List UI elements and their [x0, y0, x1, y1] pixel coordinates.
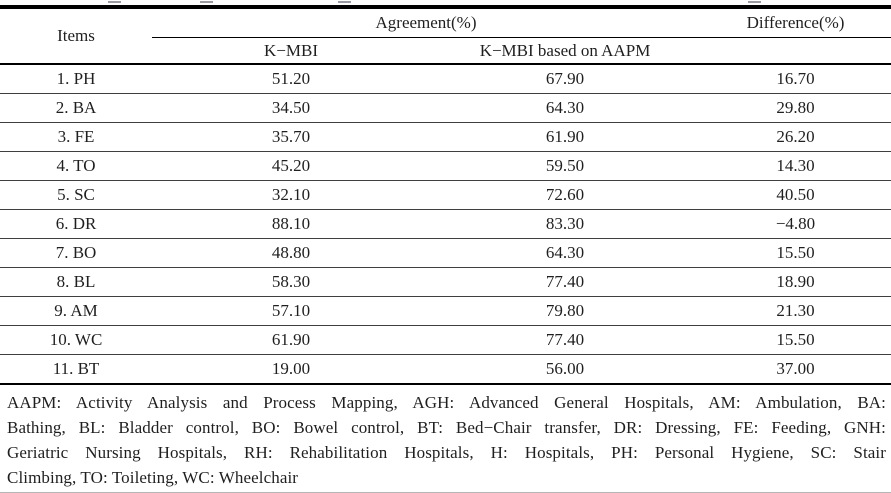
cell-item-label: 4. TO	[0, 151, 152, 181]
cell-difference: 26.20	[700, 122, 891, 152]
cell-difference: 15.50	[700, 325, 891, 355]
cell-kmbi-aapm-agreement: 59.50	[430, 151, 701, 181]
cell-kmbi-agreement: 19.00	[152, 354, 430, 385]
table-row: 9. AM 57.10 79.80 21.30	[0, 296, 891, 326]
cell-difference: 16.70	[700, 64, 891, 94]
table-row: 5. SC 32.10 72.60 40.50	[0, 180, 891, 210]
cell-kmbi-agreement: 61.90	[152, 325, 430, 355]
table-row: 11. BT 19.00 56.00 37.00	[0, 354, 891, 385]
cell-kmbi-aapm-agreement: 61.90	[430, 122, 701, 152]
table-row: 1. PH 51.20 67.90 16.70	[0, 64, 891, 94]
cell-difference: 18.90	[700, 267, 891, 297]
table-header: Items Agreement(%) Difference(%) K−MBI K…	[0, 7, 891, 65]
cell-item-label: 7. BO	[0, 238, 152, 268]
cell-kmbi-agreement: 32.10	[152, 180, 430, 210]
cell-kmbi-aapm-agreement: 56.00	[430, 354, 701, 385]
column-subheader-kmbi-aapm: K−MBI based on AAPM	[430, 37, 701, 65]
table-row: 2. BA 34.50 64.30 29.80	[0, 93, 891, 123]
table-row: 8. BL 58.30 77.40 18.90	[0, 267, 891, 297]
cell-kmbi-agreement: 35.70	[152, 122, 430, 152]
cell-kmbi-agreement: 58.30	[152, 267, 430, 297]
cell-difference: −4.80	[700, 209, 891, 239]
column-header-difference: Difference(%)	[700, 7, 891, 38]
cell-kmbi-aapm-agreement: 77.40	[430, 325, 701, 355]
footnote-line: Geriatric Nursing Hospitals, RH: Rehabil…	[7, 443, 886, 462]
cell-kmbi-aapm-agreement: 67.90	[430, 64, 701, 94]
clipped-fragment	[200, 1, 213, 3]
cell-kmbi-aapm-agreement: 83.30	[430, 209, 701, 239]
cell-kmbi-aapm-agreement: 77.40	[430, 267, 701, 297]
cell-kmbi-agreement: 48.80	[152, 238, 430, 268]
clipped-fragment	[338, 1, 351, 3]
column-subheader-difference-empty	[700, 37, 891, 65]
clipped-fragment	[748, 1, 761, 3]
cell-item-label: 10. WC	[0, 325, 152, 355]
column-header-agreement: Agreement(%)	[152, 7, 701, 38]
cell-difference: 21.30	[700, 296, 891, 326]
table-row: 3. FE 35.70 61.90 26.20	[0, 122, 891, 152]
table-row: 7. BO 48.80 64.30 15.50	[0, 238, 891, 268]
cell-kmbi-agreement: 45.20	[152, 151, 430, 181]
header-row-2: K−MBI K−MBI based on AAPM	[0, 37, 891, 65]
agreement-difference-table: Items Agreement(%) Difference(%) K−MBI K…	[0, 5, 891, 385]
cell-difference: 15.50	[700, 238, 891, 268]
cell-item-label: 1. PH	[0, 64, 152, 94]
cell-difference: 37.00	[700, 354, 891, 385]
table-body: 1. PH 51.20 67.90 16.70 2. BA 34.50 64.3…	[0, 64, 891, 385]
cell-item-label: 9. AM	[0, 296, 152, 326]
table-row: 6. DR 88.10 83.30 −4.80	[0, 209, 891, 239]
cell-kmbi-agreement: 88.10	[152, 209, 430, 239]
footnote-line: Bathing, BL: Bladder control, BO: Bowel …	[7, 418, 886, 437]
cell-item-label: 6. DR	[0, 209, 152, 239]
cell-kmbi-agreement: 57.10	[152, 296, 430, 326]
clipped-text-fragments	[0, 0, 891, 5]
cell-item-label: 2. BA	[0, 93, 152, 123]
cell-item-label: 11. BT	[0, 354, 152, 385]
cell-item-label: 8. BL	[0, 267, 152, 297]
cell-difference: 14.30	[700, 151, 891, 181]
cell-kmbi-aapm-agreement: 79.80	[430, 296, 701, 326]
cell-kmbi-aapm-agreement: 64.30	[430, 238, 701, 268]
cell-kmbi-agreement: 34.50	[152, 93, 430, 123]
clipped-fragment	[108, 1, 121, 3]
cell-kmbi-aapm-agreement: 72.60	[430, 180, 701, 210]
cell-kmbi-aapm-agreement: 64.30	[430, 93, 701, 123]
cell-kmbi-agreement: 51.20	[152, 64, 430, 94]
footnote-line: AAPM: Activity Analysis and Process Mapp…	[7, 393, 886, 412]
cell-item-label: 3. FE	[0, 122, 152, 152]
cell-difference: 40.50	[700, 180, 891, 210]
cell-difference: 29.80	[700, 93, 891, 123]
header-row-1: Items Agreement(%) Difference(%)	[0, 7, 891, 65]
table-row: 4. TO 45.20 59.50 14.30	[0, 151, 891, 181]
column-header-items: Items	[0, 7, 152, 65]
column-subheader-kmbi: K−MBI	[152, 37, 430, 65]
table-row: 10. WC 61.90 77.40 15.50	[0, 325, 891, 355]
abbreviations-footnote: AAPM: Activity Analysis and Process Mapp…	[0, 385, 891, 490]
cell-item-label: 5. SC	[0, 180, 152, 210]
footnote-line: Climbing, TO: Toileting, WC: Wheelchair	[7, 468, 299, 487]
